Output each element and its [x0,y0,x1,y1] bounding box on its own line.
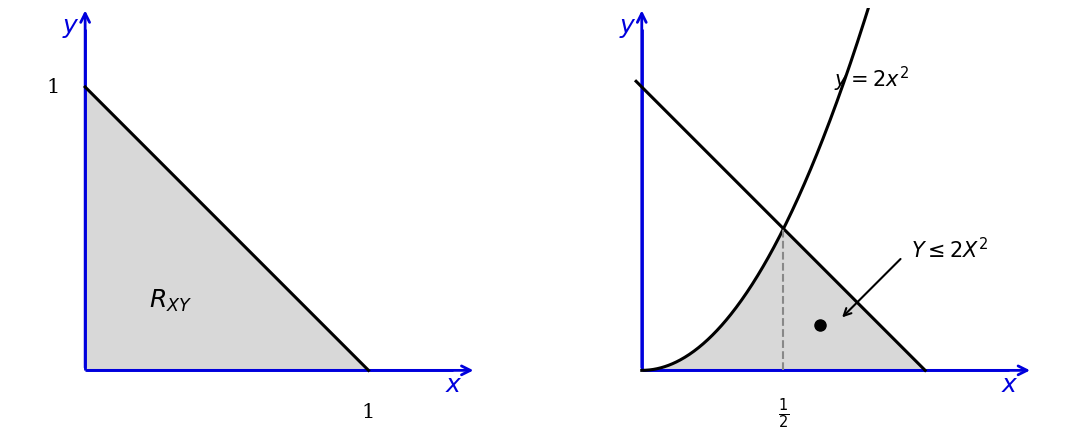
Polygon shape [86,88,369,371]
Text: $\frac{1}{2}$: $\frac{1}{2}$ [778,396,789,430]
Text: $x$: $x$ [1002,373,1019,396]
Text: 1: 1 [362,402,375,421]
Text: $y$: $y$ [62,17,80,40]
Text: 1: 1 [47,78,60,97]
Text: $x$: $x$ [444,373,463,396]
Text: $y$: $y$ [619,17,636,40]
Text: $y = 2x^2$: $y = 2x^2$ [835,64,909,93]
Text: $R_{XY}$: $R_{XY}$ [149,287,192,313]
Polygon shape [642,229,925,371]
Text: $Y \leq 2X^2$: $Y \leq 2X^2$ [911,237,989,261]
